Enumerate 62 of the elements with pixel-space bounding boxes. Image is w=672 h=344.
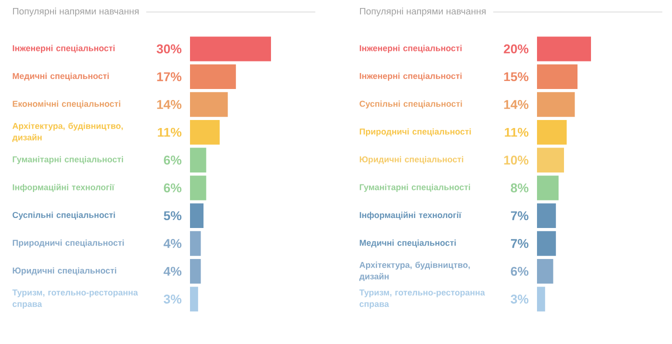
data-label: 7%: [510, 211, 528, 220]
bar: [537, 92, 575, 117]
data-label: 14%: [504, 100, 528, 109]
data-label: 15%: [504, 72, 528, 82]
y-tick-label: Економічні спеціальності: [12, 100, 120, 108]
data-label: 30%: [156, 44, 182, 54]
y-tick-label: Туризм, готельно-ресторанна справа: [12, 290, 138, 309]
y-tick-label: Туризм, готельно-ресторанна справа: [359, 290, 486, 309]
y-tick-label: Інженерні спеціальності: [360, 44, 462, 53]
data-label: 4%: [164, 266, 182, 276]
bar: [190, 203, 204, 228]
bar: [190, 258, 201, 284]
bar: [190, 231, 201, 256]
bar: [190, 36, 271, 62]
y-tick-label: Інженерні спеціальності: [360, 72, 462, 81]
y-tick-label: Інженерні спеціальності: [12, 44, 115, 53]
data-label: 17%: [157, 72, 182, 82]
text: Популярні напрями навчання: [360, 8, 486, 16]
text: Популярні напрями навчання: [13, 8, 139, 16]
data-label: 14%: [157, 100, 182, 109]
y-tick-label: Юридичні спеціальності: [360, 156, 464, 164]
y-tick-label: Юридичні спеціальності: [12, 267, 116, 276]
bar: [537, 176, 559, 200]
y-tick-label: Природничі спеціальності: [12, 240, 124, 248]
data-label: 7%: [510, 239, 528, 248]
y-tick-label: Природничі спеціальності: [360, 128, 471, 136]
bar: [537, 203, 556, 228]
y-tick-label: Гуманітарні спеціальності: [12, 156, 124, 164]
bar: [190, 64, 236, 90]
data-label: 11%: [158, 128, 182, 137]
bar: [537, 286, 546, 312]
bar: [190, 148, 206, 172]
y-tick-label: Інформаційні технології: [12, 184, 114, 192]
data-label: 10%: [504, 156, 528, 165]
data-label: 3%: [510, 294, 528, 304]
bar: [190, 286, 198, 312]
bar: [190, 176, 206, 200]
bar: [537, 231, 556, 256]
data-label: 6%: [164, 156, 182, 165]
y-tick-label: Суспільні спеціальності: [12, 212, 115, 220]
bar: [537, 36, 591, 62]
y-tick-label: Суспільні спеціальності: [360, 100, 462, 108]
data-label: 5%: [164, 211, 182, 220]
data-label: 11%: [504, 128, 528, 137]
y-tick-label: Гуманітарні спеціальності: [360, 184, 470, 192]
bar: [537, 258, 554, 284]
data-label: 6%: [164, 183, 182, 192]
bar: [537, 64, 578, 90]
bar: [190, 120, 220, 145]
y-tick-label: Медичні спеціальності: [12, 72, 109, 81]
data-label: 6%: [510, 266, 528, 276]
y-tick-label: Архітектура, будівництво, дизайн: [359, 262, 470, 282]
y-tick-label: Архітектура, будівництво, дизайн: [12, 122, 123, 142]
data-label: 20%: [504, 44, 528, 54]
data-label: 3%: [164, 294, 182, 304]
bar: [537, 120, 567, 145]
data-label: 8%: [510, 183, 528, 192]
bar: [190, 92, 228, 117]
y-tick-label: Інформаційні технології: [360, 212, 462, 220]
bar: [537, 148, 564, 172]
data-label: 4%: [164, 239, 182, 248]
y-tick-label: Медичні спеціальності: [360, 240, 456, 248]
